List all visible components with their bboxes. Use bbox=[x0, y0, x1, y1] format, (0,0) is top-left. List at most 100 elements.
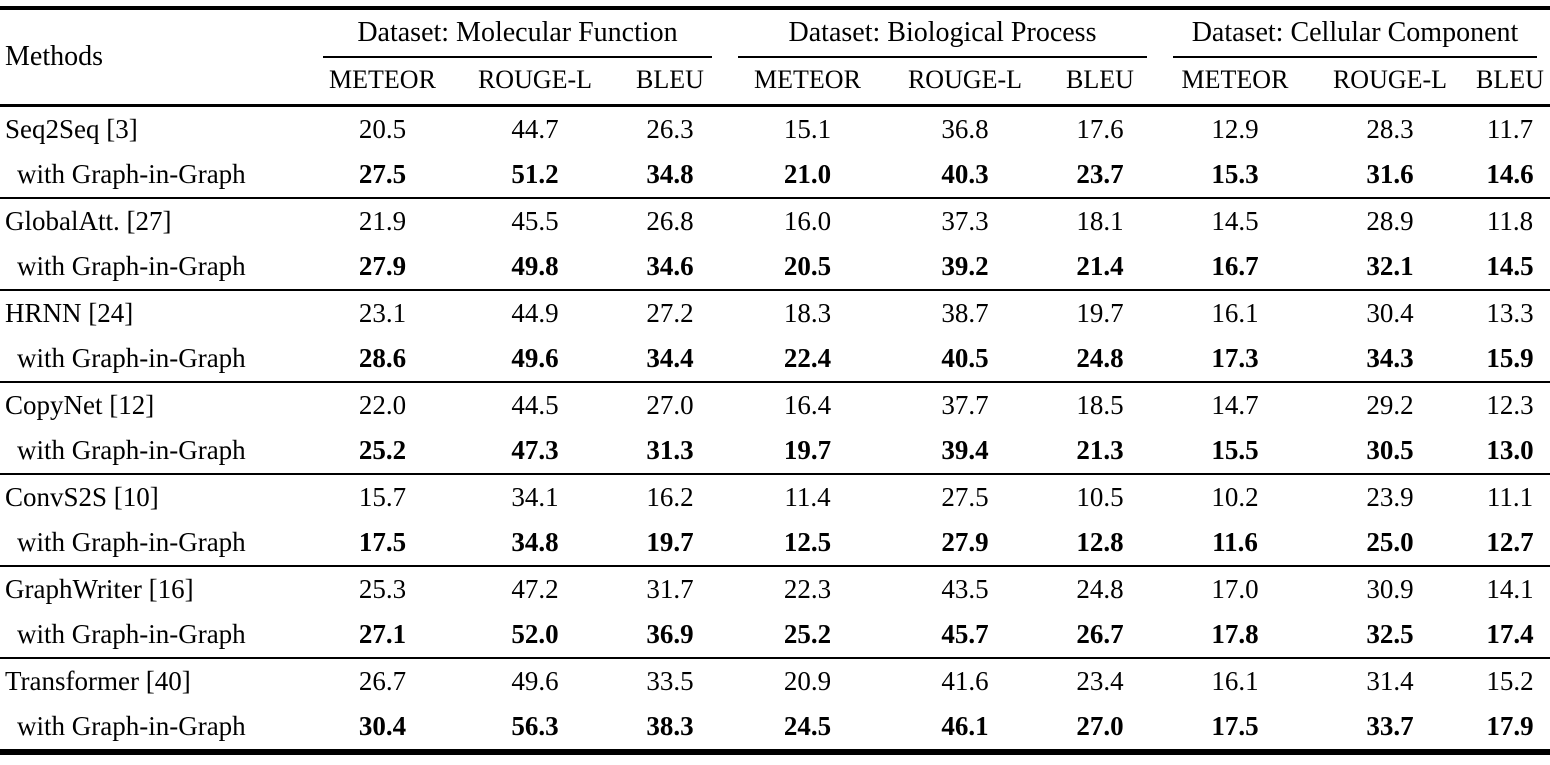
value-cell: 18.3 bbox=[783, 298, 832, 328]
value-cell: 11.4 bbox=[784, 482, 831, 512]
metric-header-bleu: BLEU bbox=[1066, 65, 1134, 94]
value-cell: 34.1 bbox=[511, 482, 559, 512]
value-cell: 17.5 bbox=[1211, 711, 1259, 741]
metric-header-bleu: BLEU bbox=[636, 65, 704, 94]
metric-header-meteor: METEOR bbox=[1181, 65, 1289, 94]
method-label: GraphWriter [16] bbox=[5, 574, 194, 604]
method-row: ConvS2S [10] 15.7 34.1 16.2 11.4 27.5 10.5 10.2… bbox=[0, 474, 1550, 520]
method-row: Seq2Seq [3] 20.5 44.7 26.3 15.1 36.8 17.6 12.9 2… bbox=[0, 106, 1550, 153]
value-cell: 34.4 bbox=[646, 343, 694, 373]
graph-in-graph-row: with Graph-in-Graph 27.5 51.2 34.8 21.0 40.3 2… bbox=[0, 152, 1550, 198]
value-cell: 49.8 bbox=[511, 251, 559, 281]
value-cell: 13.3 bbox=[1486, 298, 1534, 328]
value-cell: 44.7 bbox=[511, 114, 559, 144]
value-cell: 15.7 bbox=[358, 482, 407, 512]
graph-in-graph-row: with Graph-in-Graph 28.6 49.6 34.4 22.4 40.5 2… bbox=[0, 336, 1550, 382]
value-cell: 20.5 bbox=[783, 251, 832, 281]
method-group: GlobalAtt. [27] 21.9 45.5 26.8 16.0 37.3 18.1 1… bbox=[0, 198, 1550, 290]
method-group: Transformer [40] 26.7 49.6 33.5 20.9 41.6 23.4… bbox=[0, 658, 1550, 752]
value-cell: 16.1 bbox=[1211, 666, 1259, 696]
value-cell: 33.5 bbox=[646, 666, 694, 696]
value-cell: 10.5 bbox=[1076, 482, 1124, 512]
value-cell: 25.0 bbox=[1366, 527, 1414, 557]
value-cell: 28.6 bbox=[358, 343, 407, 373]
value-cell: 16.0 bbox=[783, 206, 832, 236]
dataset-group-header-molecular-function: Dataset: Molecular Function bbox=[310, 8, 725, 58]
value-cell: 14.1 bbox=[1486, 574, 1534, 604]
value-cell: 15.9 bbox=[1486, 343, 1534, 373]
dataset-group-label: Dataset: Cellular Component bbox=[1173, 17, 1537, 58]
value-cell: 14.6 bbox=[1486, 159, 1534, 189]
method-label: with Graph-in-Graph bbox=[17, 435, 246, 465]
metric-header-rouge-l: ROUGE-L bbox=[1332, 65, 1448, 94]
value-cell: 31.4 bbox=[1366, 666, 1414, 696]
value-cell: 24.8 bbox=[1076, 574, 1124, 604]
value-cell: 36.9 bbox=[646, 619, 694, 649]
value-cell: 25.2 bbox=[783, 619, 832, 649]
method-row: HRNN [24] 23.1 44.9 27.2 18.3 38.7 19.7 16.1 30.… bbox=[0, 290, 1550, 336]
value-cell: 30.5 bbox=[1366, 435, 1414, 465]
method-label: with Graph-in-Graph bbox=[17, 527, 246, 557]
value-cell: 38.7 bbox=[941, 298, 989, 328]
value-cell: 12.8 bbox=[1076, 527, 1124, 557]
value-cell: 34.8 bbox=[646, 159, 694, 189]
value-cell: 43.5 bbox=[941, 574, 989, 604]
dataset-group-label: Dataset: Molecular Function bbox=[323, 17, 712, 58]
value-cell: 51.2 bbox=[511, 159, 559, 189]
value-cell: 18.5 bbox=[1076, 390, 1124, 420]
value-cell: 22.3 bbox=[783, 574, 832, 604]
method-label: with Graph-in-Graph bbox=[17, 619, 246, 649]
value-cell: 13.0 bbox=[1486, 435, 1534, 465]
value-cell: 26.3 bbox=[646, 114, 694, 144]
value-cell: 37.3 bbox=[941, 206, 989, 236]
value-cell: 12.3 bbox=[1486, 390, 1534, 420]
value-cell: 47.3 bbox=[511, 435, 559, 465]
value-cell: 21.3 bbox=[1076, 435, 1124, 465]
method-label: with Graph-in-Graph bbox=[17, 343, 246, 373]
metric-header-rouge-l: ROUGE-L bbox=[907, 65, 1023, 94]
value-cell: 56.3 bbox=[511, 711, 559, 741]
method-group: CopyNet [12] 22.0 44.5 27.0 16.4 37.7 18.5 14.7… bbox=[0, 382, 1550, 474]
value-cell: 24.5 bbox=[783, 711, 832, 741]
value-cell: 11.6 bbox=[1212, 527, 1258, 557]
value-cell: 26.7 bbox=[1076, 619, 1124, 649]
metric-header-row: METEOR ROUGE-L BLEU METEOR ROUGE-L BLEU … bbox=[0, 58, 1550, 106]
method-row: GlobalAtt. [27] 21.9 45.5 26.8 16.0 37.3 18.1 1… bbox=[0, 198, 1550, 244]
method-group: Seq2Seq [3] 20.5 44.7 26.3 15.1 36.8 17.6 12.9 2… bbox=[0, 105, 1550, 199]
dataset-group-header-cellular-component: Dataset: Cellular Component bbox=[1160, 8, 1550, 58]
metric-header-bleu: BLEU bbox=[1476, 65, 1544, 94]
value-cell: 45.5 bbox=[511, 206, 559, 236]
results-table: Methods Dataset: Molecular Function Data… bbox=[0, 6, 1550, 755]
graph-in-graph-row: with Graph-in-Graph 27.9 49.8 34.6 20.5 39.2 2… bbox=[0, 244, 1550, 290]
method-row: CopyNet [12] 22.0 44.5 27.0 16.4 37.7 18.5 14.7… bbox=[0, 382, 1550, 428]
value-cell: 23.1 bbox=[358, 298, 407, 328]
value-cell: 15.1 bbox=[783, 114, 832, 144]
metric-header-rouge-l: ROUGE-L bbox=[477, 65, 593, 94]
value-cell: 52.0 bbox=[511, 619, 559, 649]
dataset-group-header-biological-process: Dataset: Biological Process bbox=[725, 8, 1160, 58]
value-cell: 14.7 bbox=[1211, 390, 1259, 420]
value-cell: 45.7 bbox=[941, 619, 989, 649]
value-cell: 32.1 bbox=[1366, 251, 1414, 281]
value-cell: 15.2 bbox=[1486, 666, 1534, 696]
value-cell: 23.9 bbox=[1366, 482, 1414, 512]
value-cell: 21.4 bbox=[1076, 251, 1124, 281]
metric-header-meteor: METEOR bbox=[754, 65, 861, 94]
value-cell: 40.5 bbox=[941, 343, 989, 373]
value-cell: 19.7 bbox=[783, 435, 832, 465]
value-cell: 19.7 bbox=[646, 527, 694, 557]
value-cell: 25.3 bbox=[358, 574, 407, 604]
value-cell: 20.9 bbox=[783, 666, 832, 696]
value-cell: 27.9 bbox=[941, 527, 989, 557]
value-cell: 16.4 bbox=[783, 390, 832, 420]
value-cell: 40.3 bbox=[941, 159, 989, 189]
value-cell: 49.6 bbox=[511, 666, 559, 696]
value-cell: 27.5 bbox=[358, 159, 407, 189]
value-cell: 22.4 bbox=[783, 343, 832, 373]
value-cell: 15.3 bbox=[1211, 159, 1259, 189]
value-cell: 17.4 bbox=[1486, 619, 1534, 649]
methods-column-header: Methods bbox=[5, 41, 103, 72]
method-label: with Graph-in-Graph bbox=[17, 251, 246, 281]
method-row: Transformer [40] 26.7 49.6 33.5 20.9 41.6 23.4… bbox=[0, 658, 1550, 704]
value-cell: 36.8 bbox=[941, 114, 989, 144]
